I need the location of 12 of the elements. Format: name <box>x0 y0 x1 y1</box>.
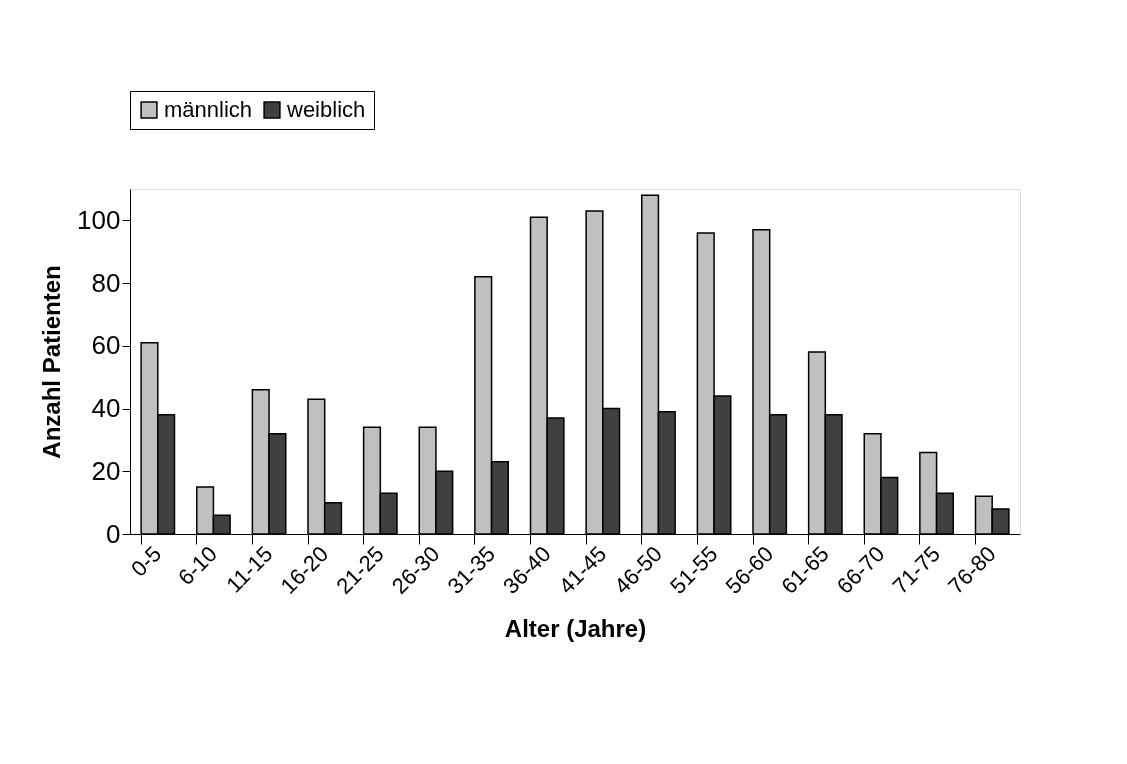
legend-label: männlich <box>164 97 253 122</box>
y-tick-label: 80 <box>91 267 121 298</box>
y-tick-label: 100 <box>77 204 121 235</box>
y-tick-label: 40 <box>91 393 121 424</box>
x-tick-label: 0-5 <box>126 541 167 582</box>
legend-label: weiblich <box>286 97 366 122</box>
y-tick-label: 0 <box>106 518 121 549</box>
y-tick-label: 20 <box>91 455 121 486</box>
y-axis-title: Anzahl Patienten <box>38 265 66 459</box>
y-tick-label: 60 <box>91 330 121 361</box>
x-tick-label: 6-10 <box>173 541 222 591</box>
x-axis-title: Alter (Jahre) <box>504 615 647 643</box>
